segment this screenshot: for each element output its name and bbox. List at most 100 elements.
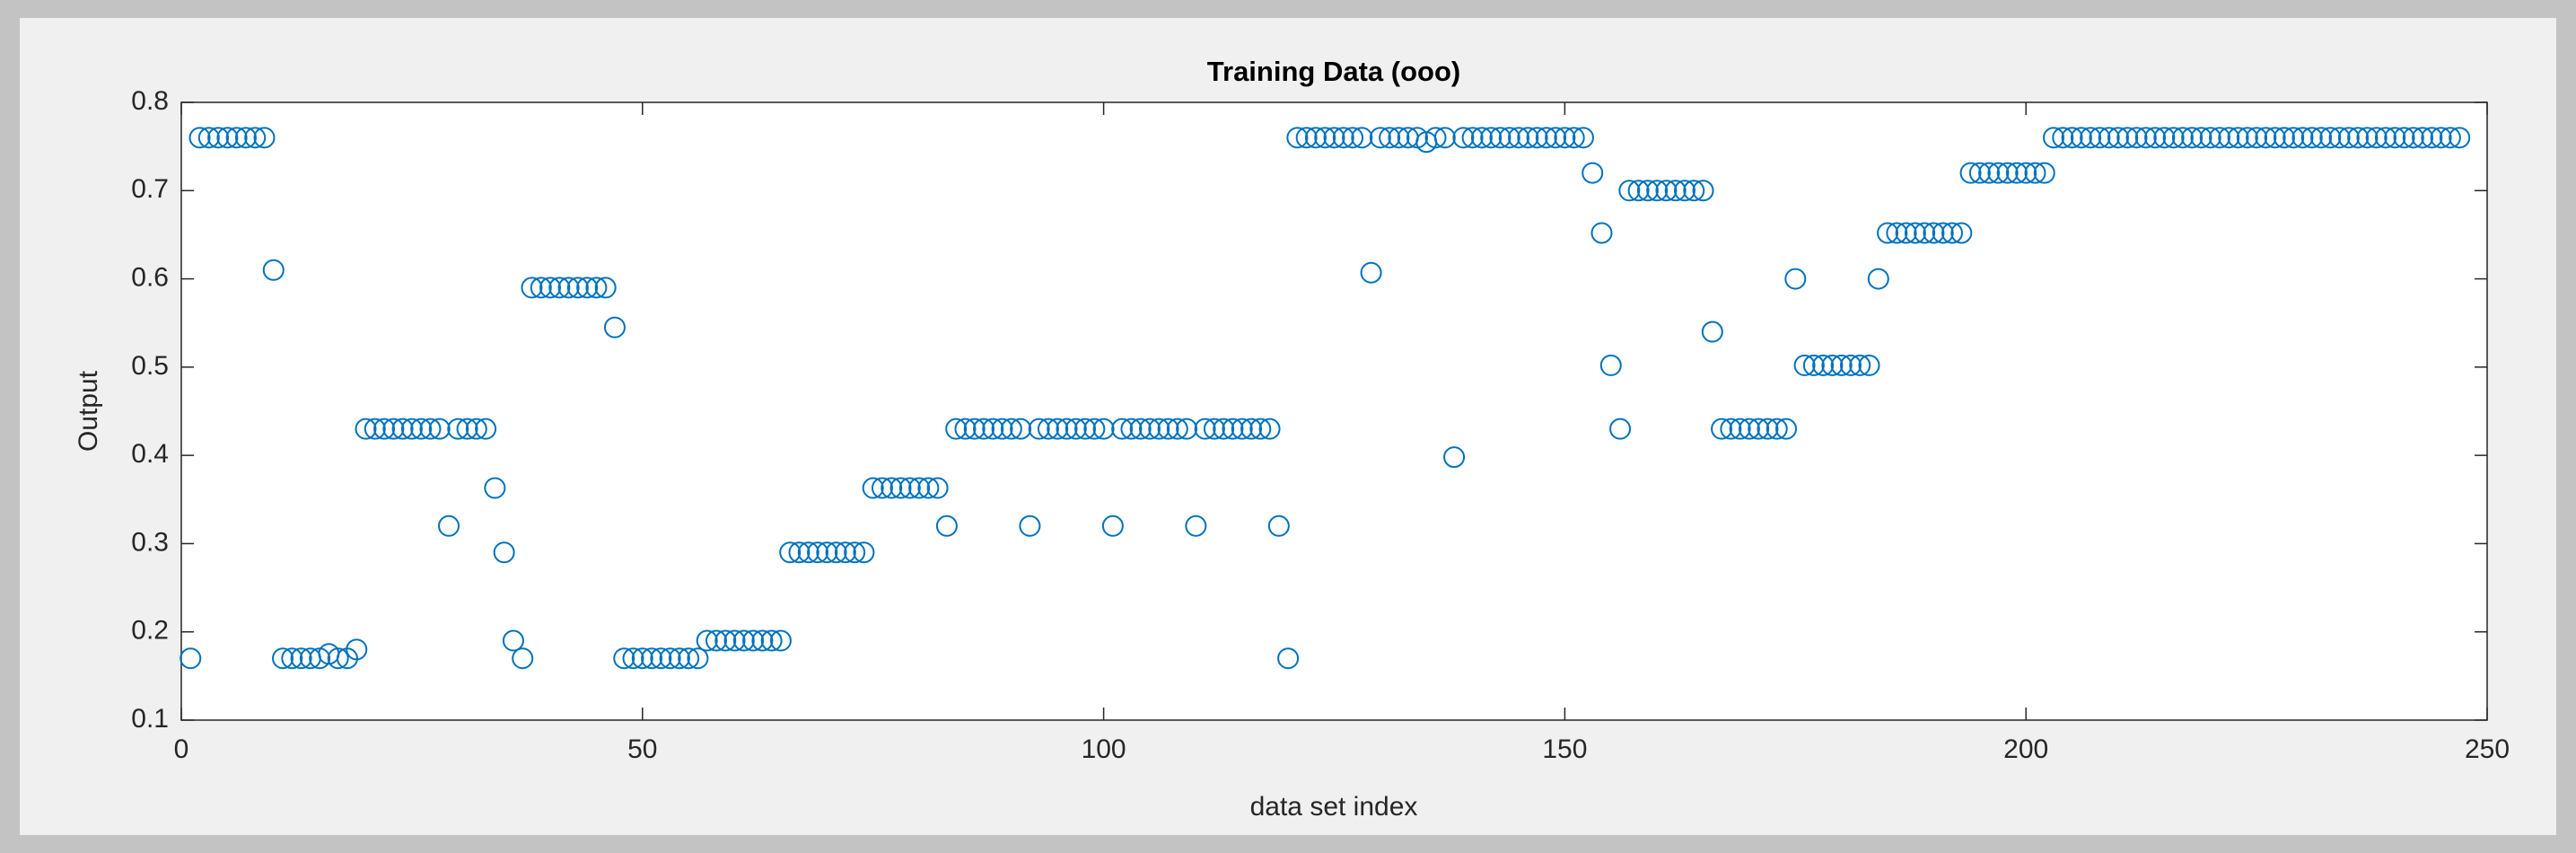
marker <box>1775 418 1798 440</box>
marker <box>1194 418 1216 440</box>
y-tick-label: 0.2 <box>131 616 169 646</box>
marker <box>1304 127 1327 149</box>
marker <box>889 477 912 499</box>
marker <box>2246 127 2268 149</box>
y-axis-label: Output <box>74 370 103 452</box>
marker <box>751 629 774 652</box>
marker <box>1950 222 1973 244</box>
marker <box>687 647 709 670</box>
marker <box>1646 180 1669 202</box>
marker <box>1101 514 1124 537</box>
marker <box>594 277 617 299</box>
marker <box>2264 127 2286 149</box>
marker <box>844 541 866 564</box>
marker <box>2291 127 2314 149</box>
marker <box>2282 127 2305 149</box>
marker <box>659 647 681 670</box>
marker <box>557 277 580 299</box>
marker <box>1877 222 1899 244</box>
marker <box>1627 180 1650 202</box>
marker <box>1470 127 1493 149</box>
marker <box>2190 127 2212 149</box>
marker <box>1692 180 1714 202</box>
marker <box>1766 418 1788 440</box>
y-tick-label: 0.4 <box>131 439 169 469</box>
marker <box>290 647 312 670</box>
marker <box>622 647 644 670</box>
marker <box>935 514 958 537</box>
marker <box>2328 127 2351 149</box>
marker <box>1923 222 1945 244</box>
marker <box>613 647 635 670</box>
marker <box>1554 127 1576 149</box>
marker <box>650 647 672 670</box>
marker <box>991 418 1013 440</box>
marker <box>244 127 267 149</box>
marker <box>641 647 663 670</box>
marker <box>216 127 239 149</box>
marker <box>2089 127 2111 149</box>
marker <box>1037 418 1059 440</box>
marker <box>1010 418 1032 440</box>
marker <box>1157 418 1179 440</box>
marker <box>428 418 451 440</box>
marker <box>234 127 257 149</box>
marker <box>2439 127 2461 149</box>
marker <box>2125 127 2148 149</box>
marker <box>566 277 589 299</box>
marker <box>1683 180 1705 202</box>
marker <box>2043 127 2065 149</box>
y-tick-label: 0.8 <box>131 86 169 116</box>
marker <box>1738 418 1760 440</box>
marker <box>2347 127 2370 149</box>
marker <box>973 418 995 440</box>
marker <box>1673 180 1695 202</box>
marker <box>769 629 792 652</box>
marker <box>1111 418 1134 440</box>
marker <box>1083 418 1106 440</box>
marker <box>1129 418 1152 440</box>
marker <box>2412 127 2434 149</box>
marker <box>1793 354 1816 376</box>
marker <box>2449 127 2471 149</box>
marker <box>898 477 921 499</box>
marker <box>1277 647 1300 670</box>
marker <box>2421 127 2443 149</box>
marker <box>1028 418 1050 440</box>
marker <box>668 647 690 670</box>
marker <box>253 127 276 149</box>
marker <box>1664 180 1687 202</box>
marker <box>1120 418 1143 440</box>
marker <box>484 477 506 499</box>
marker <box>1563 127 1585 149</box>
y-tick-label: 0.1 <box>131 704 169 734</box>
marker <box>1213 418 1235 440</box>
marker <box>631 647 653 670</box>
marker <box>346 638 368 661</box>
marker <box>207 127 230 149</box>
y-tick-label: 0.3 <box>131 527 169 557</box>
marker <box>1267 514 1290 537</box>
marker <box>1932 222 1954 244</box>
marker <box>2356 127 2379 149</box>
marker <box>2236 127 2258 149</box>
marker <box>2116 127 2139 149</box>
marker <box>696 629 718 652</box>
marker <box>2107 127 2129 149</box>
marker <box>493 541 515 564</box>
marker <box>1636 180 1659 202</box>
marker <box>1323 127 1345 149</box>
marker <box>954 418 977 440</box>
marker <box>2144 127 2167 149</box>
marker <box>2181 127 2204 149</box>
marker <box>1092 418 1115 440</box>
marker <box>1720 418 1742 440</box>
marker <box>2337 127 2360 149</box>
x-tick-label: 150 <box>1542 734 1587 764</box>
marker <box>1424 127 1447 149</box>
marker <box>2052 127 2074 149</box>
marker <box>1748 418 1770 440</box>
marker <box>1314 127 1336 149</box>
marker <box>1914 222 1936 244</box>
